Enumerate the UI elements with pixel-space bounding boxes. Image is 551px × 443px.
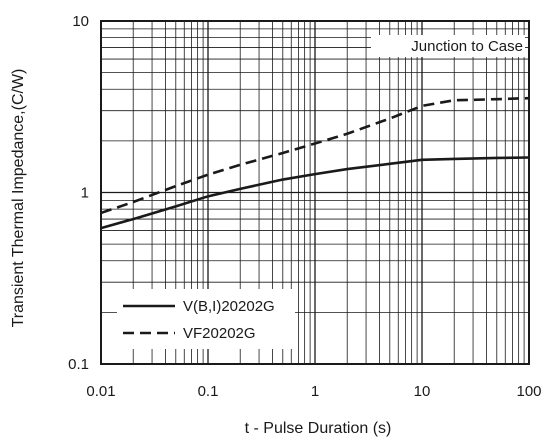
series-line-vbi20202g [100,156,530,230]
x-tick-labels: 0.01 0.1 1 10 100 [86,383,541,400]
annotation-box [371,35,525,57]
y-tick-label: 1 [81,185,89,202]
y-tick-labels: 0.1 1 10 [68,13,89,373]
y-tick-label: 10 [72,13,89,30]
series-line-vf20202g [100,96,530,215]
legend-label: V(B,I)20202G [183,298,275,315]
x-tick-label: 1 [311,383,319,400]
major-gridlines [101,21,529,364]
x-tick-label: 10 [414,383,431,400]
annotation-text: Junction to Case [411,38,523,55]
legend: V(B,I)20202G VF20202G [117,289,295,349]
x-tick-label: 0.1 [198,383,219,400]
x-tick-label: 0.01 [86,383,115,400]
y-tick-label: 0.1 [68,356,89,373]
y-axis-label: Transient Thermal Impedance,(C/W) [10,69,27,328]
legend-background [117,289,295,349]
junction-to-case-annotation: Junction to Case [371,35,525,57]
series-layer [100,96,530,230]
plot-frame [100,20,530,365]
x-axis-label: t - Pulse Duration (s) [245,420,392,437]
x-tick-label: 100 [516,383,541,400]
legend-label: VF20202G [183,325,256,342]
